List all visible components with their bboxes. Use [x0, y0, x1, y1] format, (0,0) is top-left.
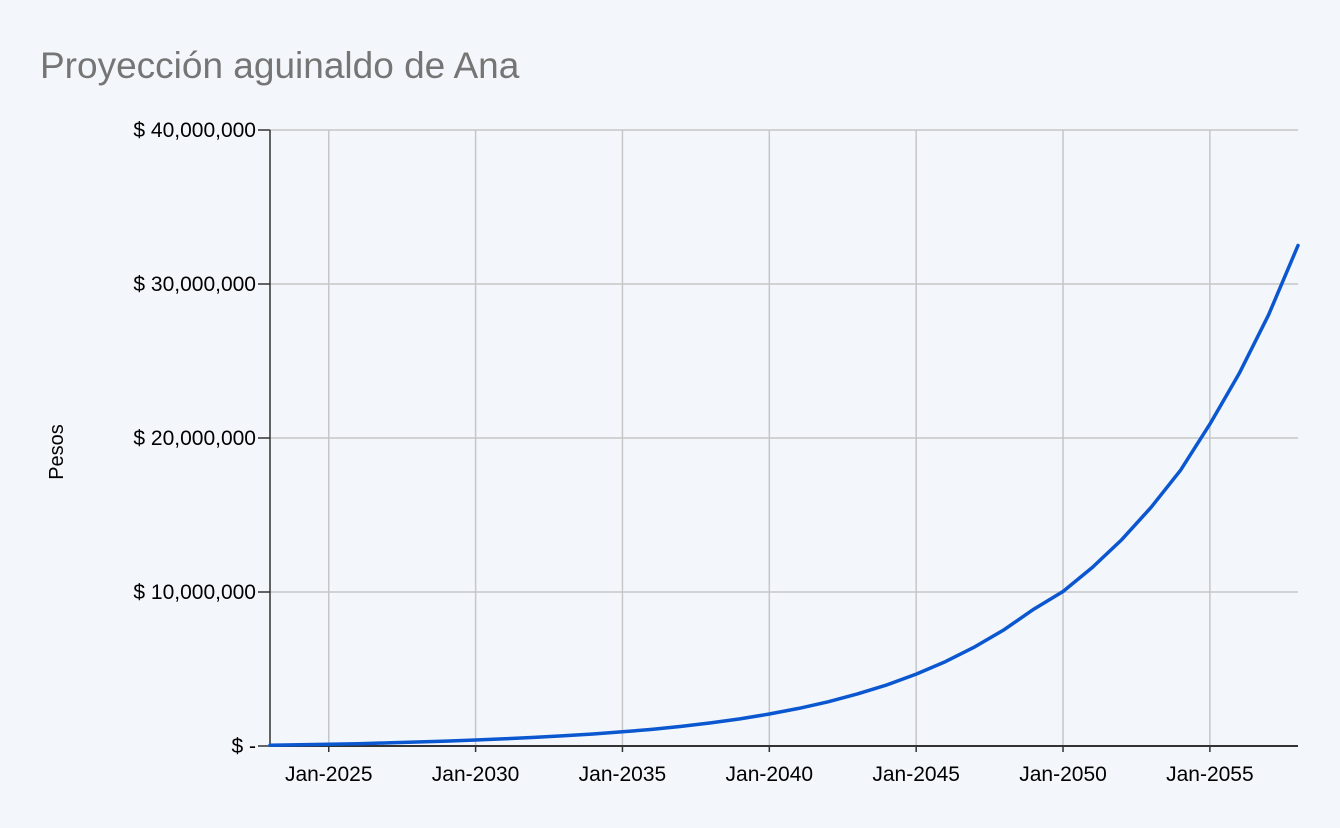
x-tick-label: Jan-2040 [726, 763, 814, 786]
tick-labels: $ - $ 10,000,000 $ 20,000,000 $ 30,000,000 $… [133, 119, 1253, 786]
x-tick-label: Jan-2035 [579, 763, 667, 786]
series-layer [268, 243, 1300, 747]
x-tick-label: Jan-2050 [1019, 763, 1107, 786]
y-tick-label: $ 30,000,000 [133, 273, 256, 296]
x-tick-label: Jan-2045 [872, 763, 960, 786]
x-tick-label: Jan-2055 [1166, 763, 1254, 786]
x-tick-label: Jan-2025 [285, 763, 373, 786]
gridlines [270, 129, 1298, 746]
y-tick-label: $ 40,000,000 [133, 119, 256, 142]
y-tick-label: $ 10,000,000 [133, 581, 256, 604]
chart-title: Proyección aguinaldo de Ana [40, 45, 520, 86]
y-tick-label: $ 20,000,000 [133, 427, 256, 450]
y-tick-label: $ - [231, 735, 256, 758]
axes [258, 129, 1298, 752]
y-axis-label: Pesos [46, 424, 68, 480]
x-tick-label: Jan-2030 [432, 763, 520, 786]
series-line [268, 243, 1300, 747]
